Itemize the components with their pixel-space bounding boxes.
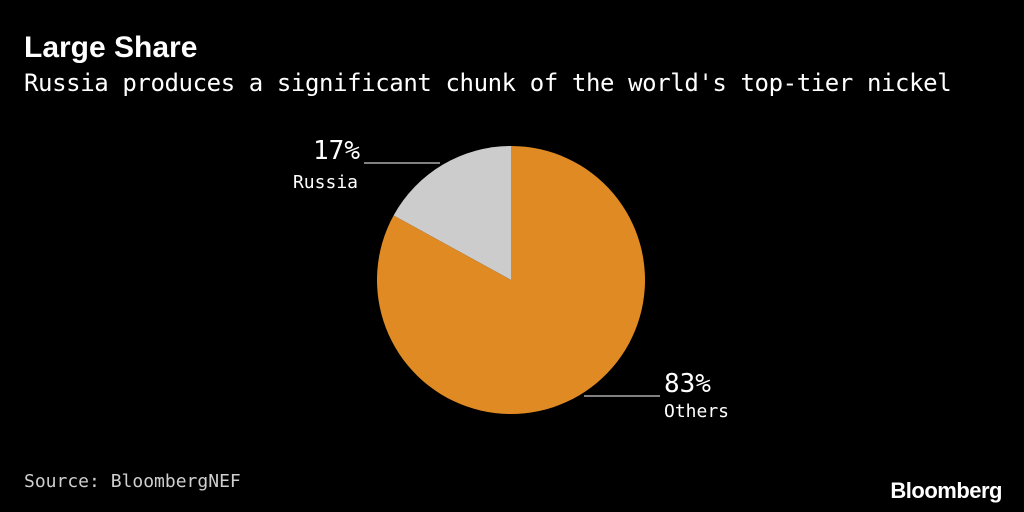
slice-label-others: Others xyxy=(664,401,729,422)
slice-value-russia: 17% xyxy=(313,136,360,166)
chart-subtitle: Russia produces a significant chunk of t… xyxy=(24,69,952,97)
pie-slice-others xyxy=(376,146,645,414)
chart-title: Large Share xyxy=(24,31,198,64)
slice-value-others: 83% xyxy=(664,369,711,399)
pie-slice-russia xyxy=(393,146,511,280)
source-note: Source: BloombergNEF xyxy=(24,471,241,492)
bloomberg-logo: Bloomberg xyxy=(890,478,1002,503)
slice-label-russia: Russia xyxy=(293,172,358,193)
pie-labels: 17% Russia 83%Others xyxy=(293,136,729,422)
pie-slices xyxy=(376,146,645,414)
